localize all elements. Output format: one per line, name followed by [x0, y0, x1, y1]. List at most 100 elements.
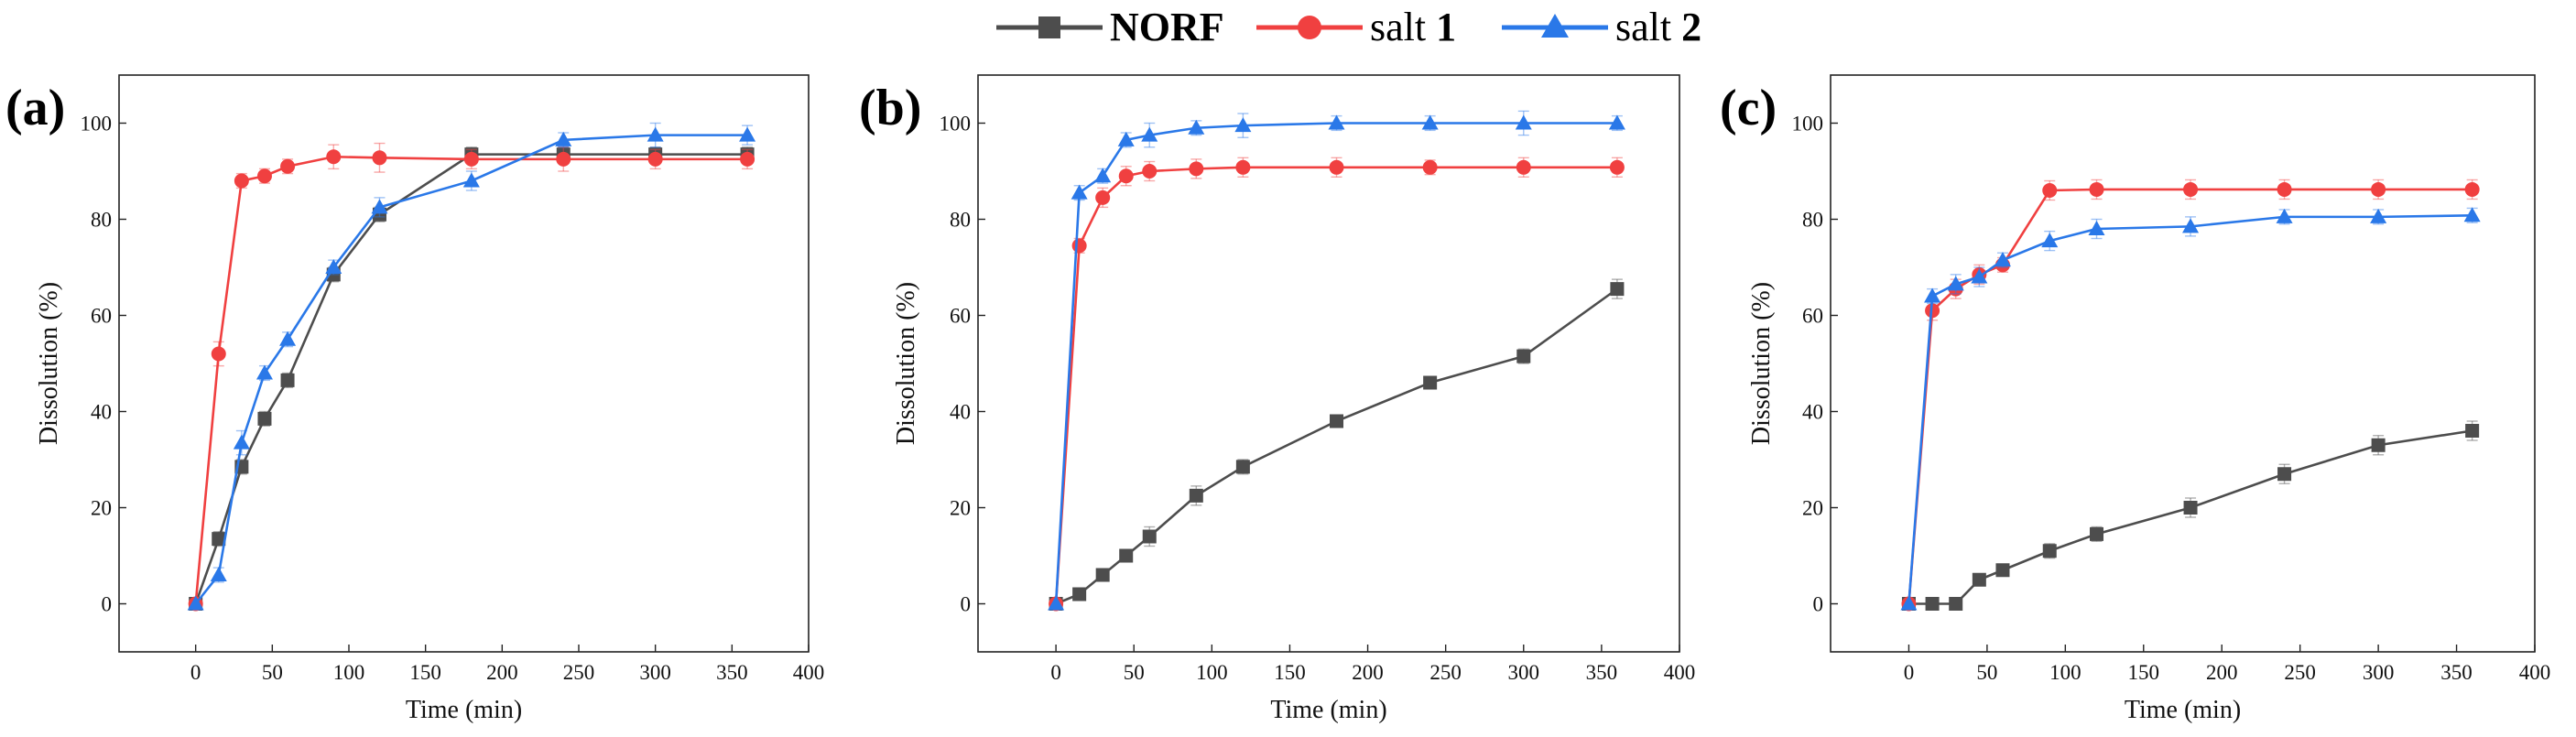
data-point — [2042, 544, 2057, 558]
panel-label: (c) — [1720, 80, 1777, 136]
plot-frame — [1830, 74, 2536, 653]
data-point — [1994, 252, 2011, 267]
data-point — [1516, 159, 1531, 175]
data-point — [740, 151, 755, 167]
x-tick-label: 350 — [1586, 661, 1618, 684]
data-point — [1072, 587, 1087, 602]
y-tick-label: 40 — [1802, 401, 1823, 424]
legend-marker-triangle — [1541, 14, 1569, 38]
data-point — [1119, 548, 1134, 563]
data-point — [280, 158, 296, 174]
plot-frame — [977, 74, 1680, 653]
y-tick-label: 60 — [950, 305, 971, 328]
data-point — [1071, 238, 1087, 254]
data-point — [1924, 287, 1941, 303]
data-point — [1329, 159, 1344, 175]
data-point — [1608, 114, 1625, 130]
data-point — [257, 411, 272, 426]
x-tick-label: 0 — [190, 661, 201, 684]
data-point — [256, 168, 272, 184]
x-tick-label: 150 — [409, 661, 441, 684]
data-point — [2370, 208, 2387, 223]
data-point — [2182, 218, 2200, 233]
x-tick-label: 100 — [2049, 661, 2081, 684]
data-point — [2465, 424, 2480, 438]
data-point — [210, 567, 227, 581]
data-point — [1141, 126, 1158, 142]
data-point — [2276, 208, 2293, 223]
y-tick-label: 100 — [940, 113, 972, 135]
panel-2: 0 50 100 150 200 250 300 350 400 0 20 40 60 80 100 Time… — [1720, 74, 2551, 724]
data-point — [2088, 221, 2105, 235]
data-point — [1071, 184, 1088, 200]
data-point — [1328, 114, 1345, 130]
data-point — [1609, 159, 1625, 175]
x-tick-label: 400 — [1664, 661, 1696, 684]
data-point — [325, 259, 342, 274]
y-tick-label: 40 — [91, 401, 112, 424]
data-point — [2464, 181, 2480, 197]
x-tick-label: 100 — [333, 661, 365, 684]
series-line — [194, 134, 748, 605]
series-salt-2 — [187, 122, 756, 611]
legend-label-number: 1 — [1436, 5, 1456, 49]
y-tick-label: 60 — [91, 305, 112, 328]
series-norf — [1901, 420, 2480, 611]
legend: NORF salt 1 salt 2 — [996, 5, 1701, 49]
data-point — [1235, 460, 1250, 474]
series-norf — [1049, 278, 1625, 611]
data-point — [1947, 276, 1964, 291]
x-tick-label: 200 — [486, 661, 518, 684]
data-point — [1995, 563, 2010, 578]
series-line — [194, 153, 748, 604]
y-tick-label: 40 — [950, 401, 971, 424]
series-line — [1054, 122, 1617, 604]
x-axis-title: Time (min) — [2125, 696, 2241, 724]
x-tick-label: 250 — [1429, 661, 1462, 684]
y-tick-label: 20 — [91, 497, 112, 520]
data-point — [1117, 131, 1135, 146]
series-salt-2 — [1900, 207, 2481, 611]
data-point — [556, 151, 571, 167]
data-point — [1142, 164, 1158, 179]
x-tick-label: 200 — [1352, 661, 1384, 684]
x-tick-label: 300 — [639, 661, 671, 684]
y-tick-label: 0 — [961, 593, 972, 616]
panel-label: (b) — [859, 80, 921, 136]
data-point — [647, 151, 663, 167]
legend-entry-0: NORF — [996, 5, 1224, 49]
x-tick-label: 50 — [1124, 661, 1145, 684]
data-point — [462, 172, 480, 188]
panel-0: 0 50 100 150 200 250 300 350 400 0 20 40 60 80 100 Time… — [5, 74, 825, 724]
series-line — [1908, 214, 2473, 604]
data-point — [211, 346, 226, 362]
y-axis-title: Dissolution (%) — [35, 282, 63, 445]
x-tick-label: 400 — [793, 661, 825, 684]
legend-label-text: salt — [1370, 5, 1436, 49]
series-line — [1908, 188, 2473, 604]
x-tick-label: 350 — [716, 661, 748, 684]
legend-label: salt 2 — [1615, 5, 1701, 49]
x-tick-label: 250 — [2284, 661, 2316, 684]
data-point — [1189, 488, 1203, 503]
series-line — [194, 155, 748, 604]
data-point — [1949, 597, 1963, 611]
data-point — [1330, 414, 1344, 428]
y-tick-label: 0 — [102, 593, 113, 616]
data-point — [1422, 159, 1438, 175]
x-tick-label: 150 — [1274, 661, 1306, 684]
x-tick-label: 250 — [563, 661, 595, 684]
data-point — [1900, 595, 1918, 611]
x-tick-label: 400 — [2519, 661, 2551, 684]
chart-panels: 0 50 100 150 200 250 300 350 400020406080100Time… — [5, 74, 2551, 724]
data-point — [1142, 529, 1157, 544]
data-point — [255, 364, 273, 380]
data-point — [1118, 168, 1134, 184]
y-tick-label: 80 — [1802, 209, 1823, 232]
data-point — [212, 532, 226, 547]
data-point — [280, 373, 295, 387]
x-tick-label: 150 — [2128, 661, 2160, 684]
x-tick-label: 100 — [1196, 661, 1228, 684]
data-point — [1516, 349, 1531, 363]
